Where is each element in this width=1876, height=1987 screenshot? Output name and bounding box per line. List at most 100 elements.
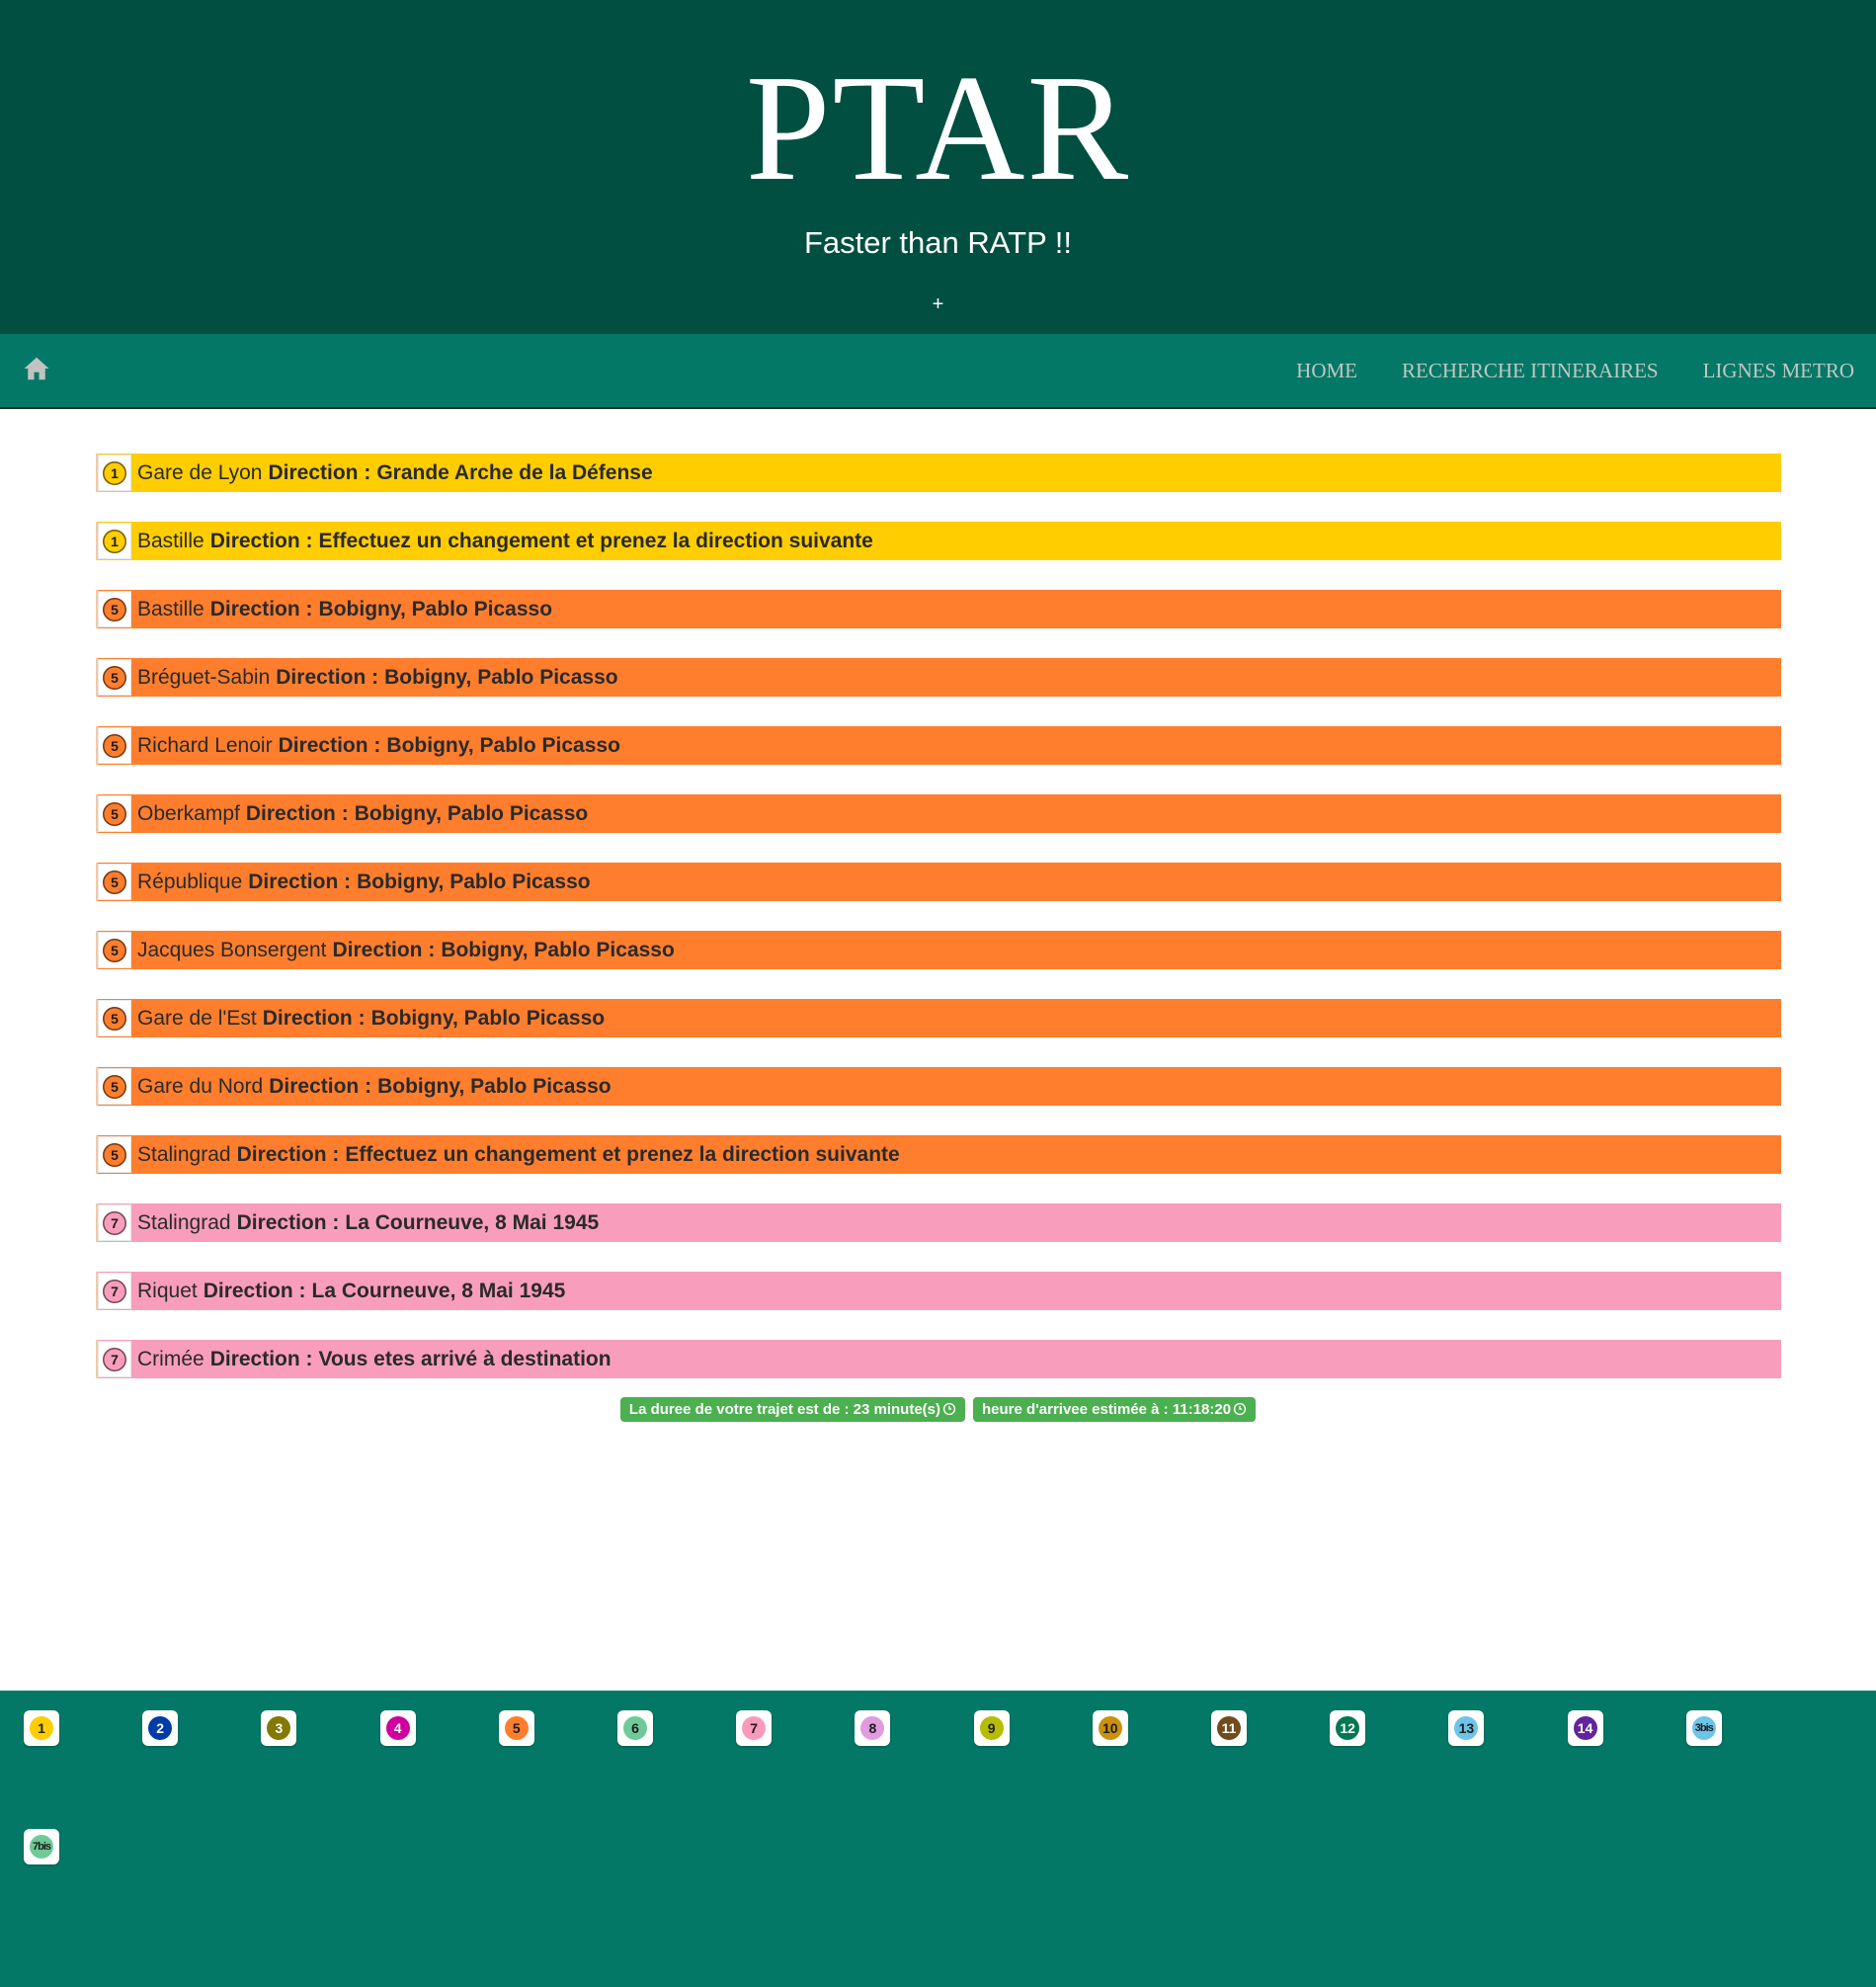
- line-badge: 7: [98, 1204, 131, 1241]
- line-badge: 5: [98, 1136, 131, 1173]
- metro-line-2-icon[interactable]: 2: [142, 1710, 179, 1746]
- metro-line-12-icon[interactable]: 12: [1330, 1710, 1366, 1746]
- itinerary-step: 5 Oberkampf Direction : Bobigny, Pablo Pica…: [96, 794, 1781, 833]
- direction-value: Effectuez un changement et prenez la dir…: [345, 1142, 900, 1166]
- itinerary-step: 7 Stalingrad Direction : La Courneuve, 8 Ma…: [96, 1203, 1781, 1242]
- line-badge: 5: [98, 864, 131, 900]
- station-name: Riquet: [137, 1279, 198, 1302]
- line-number: 7: [103, 1347, 126, 1371]
- metro-line-label: 9: [979, 1716, 1004, 1740]
- arrival-badge: heure d'arrivee estimée à : 11:18:20: [973, 1397, 1257, 1422]
- duration-badge: La duree de votre trajet est de : 23 min…: [619, 1397, 966, 1422]
- itinerary-step: 5 Gare de l'Est Direction : Bobigny, Pablo …: [96, 999, 1781, 1037]
- metro-line-14-icon[interactable]: 14: [1567, 1710, 1603, 1746]
- station-name: Bastille: [137, 597, 204, 621]
- direction-value: Bobigny, Pablo Picasso: [354, 801, 589, 825]
- itinerary-step: 7 Crimée Direction : Vous etes arrivé à des…: [96, 1340, 1781, 1378]
- metro-line-label: 7: [742, 1716, 767, 1740]
- plus-icon[interactable]: +: [932, 293, 944, 315]
- itinerary-steps: 1 Gare de Lyon Direction : Grande Arche de …: [96, 454, 1781, 1408]
- line-number: 5: [103, 938, 126, 962]
- direction-value: Bobigny, Pablo Picasso: [357, 869, 591, 893]
- metro-line-7bis-icon[interactable]: 7bis: [24, 1829, 59, 1864]
- line-number: 5: [103, 1074, 126, 1099]
- clock-icon: [942, 1402, 956, 1416]
- direction-value: Bobigny, Pablo Picasso: [386, 733, 620, 757]
- direction-label: Direction :: [203, 1279, 306, 1302]
- direction-value: Bobigny, Pablo Picasso: [384, 665, 618, 689]
- line-number: 5: [103, 665, 126, 690]
- direction-value: Effectuez un changement et prenez la dir…: [318, 529, 873, 552]
- navbar: HOME RECHERCHE ITINERAIRES LIGNES METRO: [0, 334, 1876, 409]
- trip-summary: La duree de votre trajet est de : 23 min…: [0, 1397, 1876, 1422]
- itinerary-step: 5 Jacques Bonsergent Direction : Bobigny, P…: [96, 931, 1781, 969]
- metro-line-label: 14: [1573, 1716, 1597, 1740]
- direction-label: Direction :: [276, 665, 379, 689]
- line-badge: 1: [98, 523, 131, 559]
- line-number: 5: [103, 733, 126, 758]
- nav-recherche-itineraires[interactable]: RECHERCHE ITINERAIRES: [1402, 358, 1659, 382]
- direction-label: Direction :: [248, 869, 352, 893]
- metro-line-label: 3bis: [1691, 1716, 1716, 1740]
- direction-label: Direction :: [245, 801, 349, 825]
- direction-value: Vous etes arrivé à destination: [318, 1347, 612, 1370]
- direction-value: Bobigny, Pablo Picasso: [318, 597, 553, 621]
- nav-lignes-metro[interactable]: LIGNES METRO: [1702, 358, 1854, 382]
- itinerary-step: 7 Riquet Direction : La Courneuve, 8 Mai 19…: [96, 1272, 1781, 1310]
- direction-label: Direction :: [209, 1347, 313, 1370]
- line-number: 1: [103, 529, 126, 553]
- nav-links: HOME RECHERCHE ITINERAIRES LIGNES METRO: [1252, 334, 1854, 407]
- metro-line-label: 1: [30, 1716, 53, 1740]
- home-icon[interactable]: [22, 354, 51, 383]
- line-badge: 5: [98, 795, 131, 832]
- nav-home[interactable]: HOME: [1296, 358, 1357, 382]
- metro-line-13-icon[interactable]: 13: [1448, 1710, 1485, 1746]
- line-number: 5: [103, 597, 126, 621]
- line-badge: 7: [98, 1341, 131, 1377]
- line-number: 7: [103, 1210, 126, 1235]
- station-name: Stalingrad: [137, 1210, 231, 1234]
- metro-line-8-icon[interactable]: 8: [855, 1710, 891, 1746]
- direction-value: Bobigny, Pablo Picasso: [370, 1006, 606, 1030]
- direction-value: La Courneuve, 8 Mai 1945: [311, 1279, 566, 1302]
- metro-line-label: 4: [385, 1716, 410, 1740]
- itinerary-step: 1 Bastille Direction : Effectuez un changem…: [96, 522, 1781, 560]
- arrival-text: heure d'arrivee estimée à : 11:18:20: [982, 1401, 1232, 1418]
- clock-icon: [1233, 1402, 1247, 1416]
- metro-lines-footer: 1 2 3 4 5 6 7 8 9 10 11 12 13 14 3bis 7bis: [0, 1691, 1876, 1987]
- direction-value: Grande Arche de la Défense: [376, 460, 653, 484]
- metro-line-4-icon[interactable]: 4: [379, 1710, 416, 1746]
- metro-line-10-icon[interactable]: 10: [1092, 1710, 1128, 1746]
- itinerary-step: 5 Bastille Direction : Bobigny, Pablo Picas…: [96, 590, 1781, 628]
- line-badge: 5: [98, 1000, 131, 1036]
- station-name: Bastille: [137, 529, 204, 552]
- line-number: 5: [103, 869, 126, 894]
- itinerary-step: 5 Bréguet-Sabin Direction : Bobigny, Pablo …: [96, 658, 1781, 697]
- metro-line-label: 3: [267, 1716, 291, 1740]
- metro-line-5-icon[interactable]: 5: [498, 1710, 534, 1746]
- metro-line-1-icon[interactable]: 1: [24, 1710, 59, 1746]
- direction-label: Direction :: [209, 597, 313, 621]
- direction-label: Direction :: [269, 1074, 372, 1098]
- metro-line-3-icon[interactable]: 3: [261, 1710, 297, 1746]
- metro-line-11-icon[interactable]: 11: [1211, 1710, 1247, 1746]
- line-badge: 5: [98, 1068, 131, 1105]
- direction-label: Direction :: [332, 938, 436, 961]
- itinerary-step: 5 République Direction : Bobigny, Pablo Pic…: [96, 863, 1781, 901]
- metro-line-label: 8: [860, 1716, 885, 1740]
- site-header: PTAR Faster than RATP !! +: [0, 0, 1876, 334]
- metro-line-7-icon[interactable]: 7: [736, 1710, 773, 1746]
- direction-value: Bobigny, Pablo Picasso: [377, 1074, 612, 1098]
- direction-label: Direction :: [262, 1006, 366, 1030]
- itinerary-step: 5 Gare du Nord Direction : Bobigny, Pablo P…: [96, 1067, 1781, 1106]
- direction-label: Direction :: [236, 1210, 340, 1234]
- direction-label: Direction :: [209, 529, 313, 552]
- metro-line-label: 12: [1336, 1716, 1360, 1740]
- line-badge: 5: [98, 591, 131, 627]
- itinerary-step: 5 Stalingrad Direction : Effectuez un chang…: [96, 1135, 1781, 1174]
- metro-line-label: 10: [1098, 1716, 1122, 1740]
- metro-line-9-icon[interactable]: 9: [973, 1710, 1010, 1746]
- direction-value: Bobigny, Pablo Picasso: [441, 938, 675, 961]
- metro-line-3bis-icon[interactable]: 3bis: [1685, 1710, 1722, 1746]
- metro-line-6-icon[interactable]: 6: [617, 1710, 653, 1746]
